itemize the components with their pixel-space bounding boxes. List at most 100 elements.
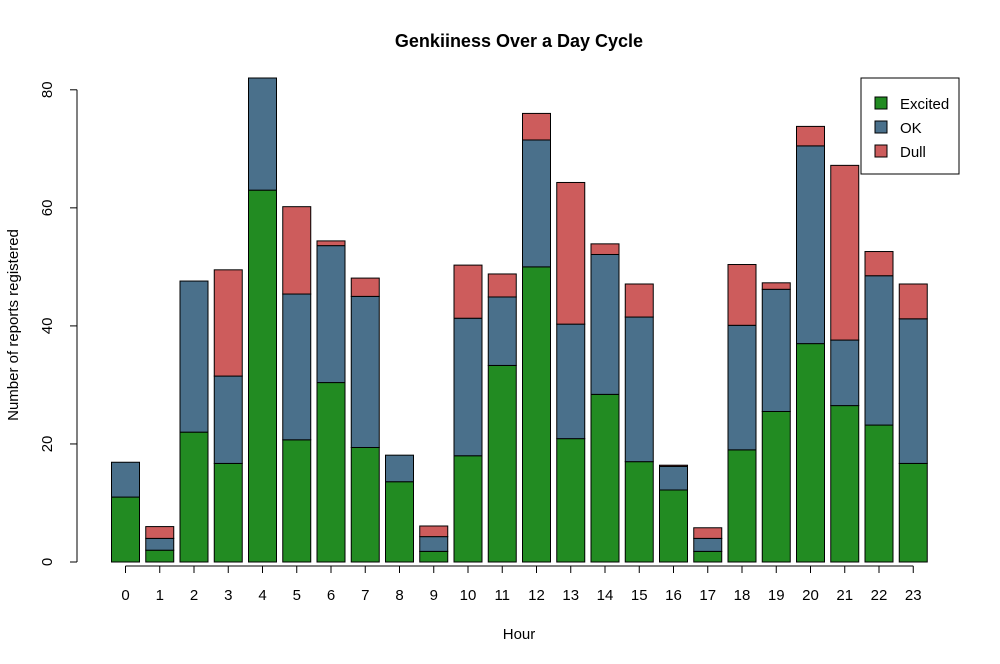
bar-dull-11	[487, 273, 517, 298]
x-tick-label: 18	[734, 587, 751, 604]
x-tick-label: 1	[156, 587, 164, 604]
bar-excited-16	[659, 489, 688, 563]
x-tick-label: 11	[494, 587, 510, 604]
y-tick-label: 80	[39, 81, 56, 98]
bar-excited-23	[898, 462, 928, 563]
bar-dull-3	[213, 269, 243, 377]
legend-label-dull: Dull	[900, 144, 926, 161]
bar-excited-18	[727, 449, 757, 563]
bar-dull-7	[350, 277, 380, 297]
bar-dull-5	[282, 206, 312, 295]
bar-dull-22	[864, 251, 894, 277]
x-tick-label: 14	[597, 587, 614, 604]
bar-dull-21	[830, 164, 860, 341]
x-axis: 0 1 2 3 4 5 6 7 8 9 10 11 12 13 14 15 16 17 18 19 20 21 22 23	[121, 565, 922, 604]
bar-ok-10	[453, 317, 483, 457]
bar-excited-22	[864, 424, 894, 563]
bar-ok-7	[350, 295, 380, 448]
x-tick-label: 23	[905, 587, 922, 604]
bar-excited-1	[145, 549, 175, 563]
bar-ok-20	[796, 145, 825, 345]
y-axis-label: Number of reports registered	[5, 229, 22, 421]
bar-dull-6	[316, 240, 346, 247]
y-tick-label: 0	[39, 558, 56, 566]
bar-ok-1	[145, 537, 175, 551]
bar-excited-12	[522, 266, 551, 563]
legend-swatch-excited	[874, 96, 888, 110]
bar-excited-19	[761, 410, 791, 563]
bar-ok-17	[693, 537, 723, 552]
bar-excited-4	[248, 189, 277, 563]
bar-excited-9	[419, 550, 449, 563]
bar-ok-19	[761, 288, 791, 412]
bar-ok-21	[830, 339, 860, 407]
x-tick-label: 6	[327, 587, 335, 604]
x-tick-label: 7	[361, 587, 369, 604]
bar-dull-14	[590, 243, 620, 255]
x-tick-label: 17	[699, 587, 716, 604]
bar-excited-8	[385, 481, 414, 563]
y-tick-label: 20	[39, 436, 56, 453]
bar-excited-13	[556, 438, 586, 563]
bar-dull-19	[761, 282, 791, 290]
legend-label-excited: Excited	[900, 96, 949, 113]
x-tick-label: 10	[460, 587, 477, 604]
bar-excited-11	[487, 364, 517, 563]
bar-dull-23	[898, 283, 928, 320]
bar-ok-23	[898, 318, 928, 464]
bars	[111, 77, 928, 563]
bar-excited-17	[693, 550, 723, 563]
x-axis-label: Hour	[503, 626, 536, 643]
bar-dull-20	[796, 125, 825, 147]
legend-label-ok: OK	[900, 120, 922, 137]
bar-excited-0	[111, 496, 140, 563]
x-tick-label: 0	[121, 587, 129, 604]
bar-ok-8	[385, 454, 414, 483]
legend-swatch-ok	[874, 120, 888, 134]
bar-excited-6	[316, 382, 346, 563]
bar-dull-15	[624, 283, 654, 318]
bar-ok-6	[316, 245, 346, 384]
bar-excited-20	[796, 343, 825, 563]
x-tick-label: 4	[258, 587, 266, 604]
bar-ok-22	[864, 275, 894, 426]
x-tick-label: 3	[224, 587, 232, 604]
x-tick-label: 12	[528, 587, 545, 604]
bar-ok-15	[624, 316, 654, 463]
bar-ok-13	[556, 323, 586, 440]
x-tick-label: 8	[395, 587, 403, 604]
bar-dull-12	[522, 112, 551, 141]
x-tick-label: 21	[836, 587, 853, 604]
bar-dull-17	[693, 527, 723, 539]
x-tick-label: 20	[802, 587, 819, 604]
bar-ok-3	[213, 375, 243, 464]
x-tick-label: 2	[190, 587, 198, 604]
bar-ok-5	[282, 293, 312, 441]
bar-excited-7	[350, 446, 380, 563]
bar-dull-13	[556, 181, 586, 325]
bar-excited-3	[213, 462, 243, 563]
y-tick-label: 60	[39, 200, 56, 217]
bar-excited-5	[282, 439, 312, 563]
bar-ok-4	[248, 77, 277, 191]
bar-ok-0	[111, 461, 140, 498]
x-tick-label: 13	[562, 587, 579, 604]
bar-dull-16	[659, 464, 688, 467]
chart-title: Genkiiness Over a Day Cycle	[395, 31, 643, 51]
bar-ok-18	[727, 324, 757, 451]
legend: Excited OK Dull	[860, 77, 960, 175]
x-tick-label: 9	[430, 587, 438, 604]
bar-excited-14	[590, 393, 620, 563]
bar-ok-2	[179, 280, 209, 433]
bar-excited-2	[179, 431, 209, 563]
bar-ok-14	[590, 253, 620, 395]
bar-dull-18	[727, 264, 757, 326]
bar-excited-21	[830, 405, 860, 563]
x-tick-label: 16	[665, 587, 682, 604]
bar-ok-11	[487, 296, 517, 366]
bar-dull-1	[145, 526, 175, 539]
bar-excited-10	[453, 455, 483, 563]
bar-excited-15	[624, 461, 654, 563]
x-tick-label: 22	[871, 587, 888, 604]
